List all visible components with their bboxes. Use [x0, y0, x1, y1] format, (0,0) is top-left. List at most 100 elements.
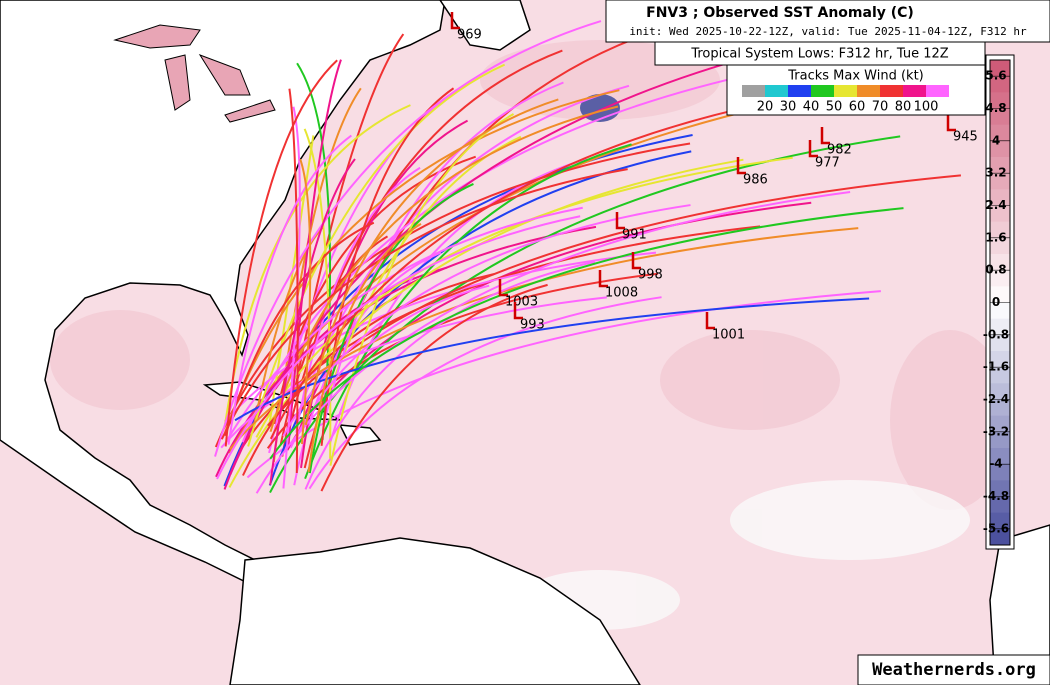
- storm-track: [269, 158, 356, 486]
- storm-track: [287, 59, 342, 449]
- colorbar-band: [990, 124, 1010, 142]
- colorbar-band: [990, 496, 1010, 514]
- wind-label: 30: [780, 100, 797, 115]
- storm-track: [214, 142, 691, 448]
- storm-track: [255, 156, 793, 438]
- low-pressure: 1003: [505, 295, 538, 310]
- colorbar-band: [990, 173, 1010, 190]
- storm-track: [308, 183, 474, 474]
- colorbar-band: [990, 237, 1010, 255]
- storm-track: [228, 158, 744, 488]
- storm-track: [304, 98, 559, 426]
- colorbar-band: [990, 415, 1010, 433]
- storm-track: [282, 204, 691, 437]
- colorbar-label: -3.2: [983, 424, 1009, 438]
- storm-track: [281, 33, 405, 457]
- low-pressure: 977: [815, 156, 840, 171]
- colorbar-label: 2.4: [985, 198, 1006, 212]
- low-symbol: [615, 212, 625, 230]
- colorbar-label: 5.6: [985, 69, 1006, 83]
- low-pressure: 1001: [712, 328, 745, 343]
- tracks: [214, 20, 962, 494]
- colorbar-label: 4.8: [985, 101, 1006, 115]
- colorbar-band: [990, 270, 1010, 287]
- storm-track: [224, 221, 375, 437]
- wind-swatch: [788, 85, 811, 97]
- storm-track: [247, 63, 506, 447]
- wind-label: 80: [895, 100, 912, 115]
- colorbar-band: [990, 318, 1010, 336]
- wind-label: 100: [914, 100, 939, 115]
- wind-legend-title: Tracks Max Wind (kt): [787, 69, 924, 84]
- storm-track: [234, 297, 870, 422]
- wind-swatch: [834, 85, 857, 97]
- colorbar-band: [990, 92, 1010, 109]
- low-symbol: [498, 279, 508, 297]
- wind-swatch: [903, 85, 926, 97]
- subtitle: init: Wed 2025-10-22-12Z, valid: Tue 202…: [629, 25, 1027, 38]
- sst-patches: [50, 40, 1010, 510]
- colorbar-band: [990, 205, 1010, 223]
- storm-track: [253, 226, 324, 423]
- colorbar-label: -4.8: [983, 489, 1009, 503]
- low-symbol: [705, 312, 715, 330]
- storm-track: [224, 89, 620, 433]
- colorbar-label: 0.8: [985, 263, 1006, 277]
- colorbar-band: [990, 140, 1010, 158]
- wind-label: 20: [757, 100, 774, 115]
- watermark: Weathernerds.org: [872, 660, 1036, 680]
- low-symbol: [598, 270, 608, 288]
- storm-track: [320, 283, 548, 492]
- storm-track: [299, 158, 312, 445]
- low-symbol: [808, 140, 818, 158]
- colorbar-band: [990, 302, 1010, 320]
- colorbar-band: [990, 60, 1010, 77]
- wind-swatch: [880, 85, 903, 97]
- colorbar-label: -5.6: [983, 521, 1009, 535]
- storm-track: [288, 88, 299, 474]
- colorbar-label: -1.6: [983, 360, 1009, 374]
- low-pressure: 982: [827, 143, 852, 158]
- low-pressure: 993: [520, 318, 545, 333]
- wind-label: 40: [803, 100, 820, 115]
- colorbar-label: 1.6: [985, 230, 1006, 244]
- colorbar-band: [990, 464, 1010, 481]
- colorbar-band: [990, 334, 1010, 352]
- storm-track: [223, 104, 411, 426]
- colorbar-label: 4: [992, 133, 1000, 147]
- colorbar-label: -0.8: [983, 327, 1009, 341]
- title: FNV3 ; Observed SST Anomaly (C): [646, 5, 914, 21]
- storm-track: [307, 222, 422, 473]
- colorbar-band: [990, 448, 1010, 465]
- storm-track: [246, 290, 881, 479]
- low-symbol: [946, 114, 956, 132]
- storm-track: [282, 106, 301, 489]
- low-symbol: [450, 12, 460, 30]
- storm-track: [224, 206, 583, 444]
- colorbar-band: [990, 286, 1010, 303]
- low-pressure: 991: [622, 228, 647, 243]
- storm-track: [329, 113, 515, 466]
- colorbar-band: [990, 157, 1010, 174]
- low-symbol: [736, 157, 746, 175]
- lows-legend-title: Tropical System Lows: F312 hr, Tue 12Z: [690, 47, 948, 62]
- low-pressure: 945: [953, 130, 978, 145]
- colorbar-band: [990, 108, 1010, 126]
- colorbar-band: [990, 254, 1010, 271]
- wind-legend: 20 30 40 50 60 70 80 100: [742, 85, 949, 115]
- colorbar-band: [990, 528, 1010, 546]
- colorbar-band: [990, 480, 1010, 497]
- storm-track: [216, 215, 581, 480]
- storm-track: [224, 59, 338, 447]
- storm-track: [304, 260, 596, 490]
- wind-swatch: [811, 85, 834, 97]
- colorbar-band: [990, 76, 1010, 93]
- colorbar-band: [990, 189, 1010, 206]
- colorbar-band: [990, 221, 1010, 239]
- storm-track: [269, 90, 828, 440]
- storm-track: [296, 62, 331, 440]
- colorbar-band: [990, 431, 1010, 449]
